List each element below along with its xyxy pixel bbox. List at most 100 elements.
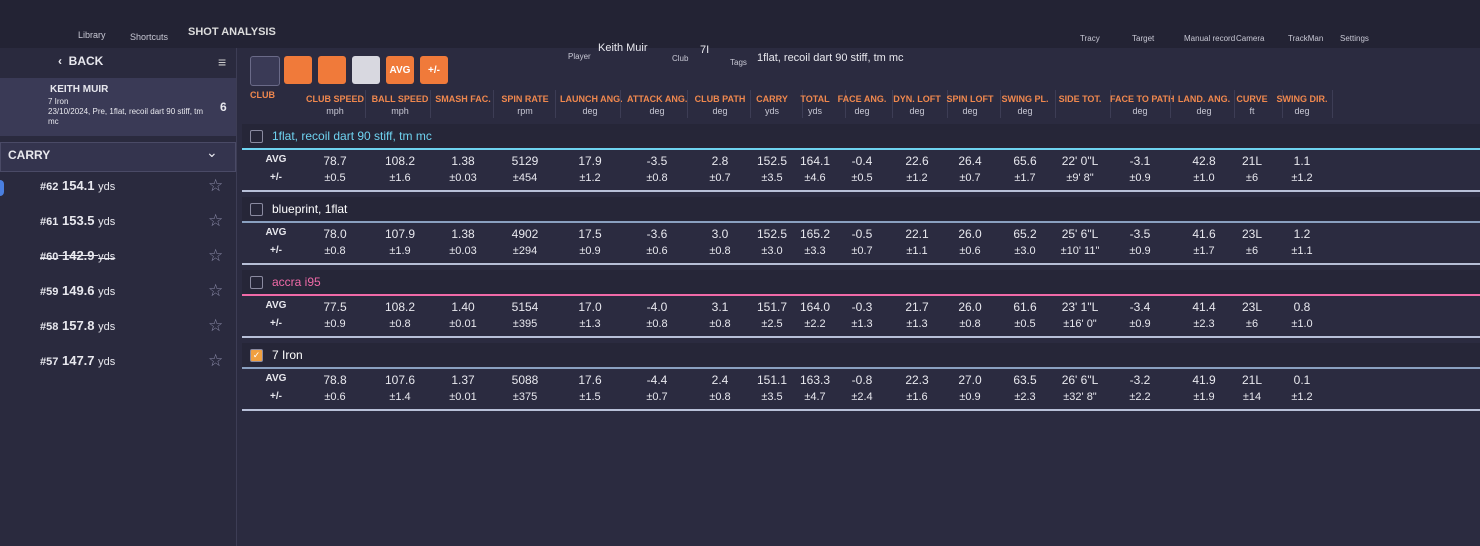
menu-icon[interactable]: ≡ (218, 54, 227, 70)
column-divider (750, 90, 751, 118)
shot-row[interactable]: #58 157.8 yds (40, 318, 115, 333)
avg-value: 78.0 (323, 227, 347, 241)
nav-right-item[interactable]: Manual record (1184, 34, 1236, 43)
spread-value: ±10' 11" (1060, 245, 1100, 257)
spread-value: ±3.3 (804, 245, 826, 257)
sort-label[interactable]: CARRY (8, 148, 51, 162)
column-header[interactable]: SWING DIR. (1276, 94, 1328, 104)
shot-row[interactable]: #59 149.6 yds (40, 283, 115, 298)
column-header[interactable]: ATTACK ANG. (627, 94, 688, 104)
shot-row[interactable]: #60 142.9 yds (40, 248, 115, 263)
avg-value: 164.0 (799, 300, 831, 314)
club-label: Club (672, 54, 689, 63)
toolbar-button[interactable] (284, 56, 312, 84)
toolbar-button[interactable]: +/- (420, 56, 448, 84)
column-header[interactable]: CURVE (1236, 94, 1268, 104)
spread-value: ±0.8 (646, 318, 668, 330)
group-name[interactable]: blueprint, 1flat (272, 202, 348, 216)
spread-value: ±0.5 (324, 172, 346, 184)
player-label: Player (568, 52, 591, 61)
column-header[interactable]: TOTAL (800, 94, 830, 104)
group-checkbox[interactable] (250, 130, 263, 143)
nav-shortcuts[interactable]: Shortcuts (130, 32, 169, 42)
nav-right-item[interactable]: Target (1132, 34, 1155, 43)
group-checkbox[interactable] (250, 203, 263, 216)
shot-row[interactable]: #62 154.1 yds (40, 178, 115, 193)
column-header[interactable]: SPIN LOFT (946, 94, 994, 104)
session-card[interactable] (0, 78, 236, 136)
column-header[interactable]: CLUB PATH (694, 94, 746, 104)
avg-value: 4902 (511, 227, 539, 241)
column-header[interactable]: SMASH FAC. (435, 94, 491, 104)
toolbar-button[interactable] (318, 56, 346, 84)
nav-right-item[interactable]: Tracy (1080, 34, 1100, 43)
avg-value: 1.38 (451, 227, 475, 241)
sort-dropdown[interactable] (0, 142, 236, 172)
spread-value: ±14 (1242, 391, 1262, 403)
spread-value: ±3.0 (1014, 245, 1036, 257)
group-name[interactable]: 1flat, recoil dart 90 stiff, tm mc (272, 129, 432, 143)
nav-right-item[interactable]: TrackMan (1288, 34, 1324, 43)
group-checkbox[interactable]: ✓ (250, 349, 263, 362)
avg-value: 22.1 (905, 227, 929, 241)
favorite-star[interactable]: ☆ (208, 211, 224, 230)
avg-value: -0.8 (851, 373, 873, 387)
spread-value: ±2.5 (761, 318, 783, 330)
toolbar-button[interactable] (352, 56, 380, 84)
avg-value: 23L (1241, 300, 1263, 314)
column-header[interactable]: BALL SPEED (371, 94, 429, 104)
shot-row[interactable]: #57 147.7 yds (40, 353, 115, 368)
avg-value: -3.6 (646, 227, 668, 241)
spread-value: ±1.1 (1291, 245, 1313, 257)
player-name[interactable]: Keith Muir (598, 42, 648, 54)
column-header[interactable]: LAUNCH ANG. (560, 94, 623, 104)
nav-right-item[interactable]: Camera (1236, 34, 1265, 43)
spread-value: ±6 (1245, 245, 1259, 257)
shot-unit: yds (98, 356, 116, 368)
toolbar-button[interactable]: AVG (386, 56, 414, 84)
group-checkbox[interactable] (250, 276, 263, 289)
spread-value: ±0.01 (449, 318, 477, 330)
column-header[interactable]: SPIN RATE (501, 94, 549, 104)
column-unit: deg (712, 106, 728, 116)
column-header[interactable]: SWING PL. (1001, 94, 1049, 104)
toolbar-button[interactable] (250, 56, 280, 86)
row-label: +/- (270, 318, 282, 329)
avg-value: 27.0 (958, 373, 982, 387)
favorite-star[interactable]: ☆ (208, 246, 224, 265)
column-unit: deg (1294, 106, 1310, 116)
group-name[interactable]: 7 Iron (272, 348, 303, 362)
spread-value: ±2.3 (1014, 391, 1036, 403)
shot-row[interactable]: #61 153.5 yds (40, 213, 115, 228)
nav-library[interactable]: Library (78, 30, 106, 40)
column-divider (1282, 90, 1283, 118)
column-header[interactable]: LAND. ANG. (1177, 94, 1231, 104)
spread-value: ±0.9 (579, 245, 601, 257)
column-header[interactable]: FACE ANG. (837, 94, 887, 104)
spread-value: ±1.7 (1193, 245, 1215, 257)
column-header[interactable]: FACE TO PATH (1110, 94, 1175, 104)
column-unit: mph (326, 106, 344, 116)
spread-value: ±0.6 (646, 245, 668, 257)
column-header[interactable]: CARRY (756, 94, 788, 104)
favorite-star[interactable]: ☆ (208, 351, 224, 370)
column-header[interactable]: DYN. LOFT (893, 94, 941, 104)
spread-value: ±0.8 (646, 172, 668, 184)
tags-value[interactable]: 1flat, recoil dart 90 stiff, tm mc (757, 52, 904, 64)
dropdown-arrow[interactable]: ⌄ (206, 144, 218, 160)
shot-id: #59 (40, 286, 59, 298)
favorite-star[interactable]: ☆ (208, 176, 224, 195)
column-header[interactable]: SIDE TOT. (1058, 94, 1102, 104)
shot-carry: 153.5 (61, 213, 95, 228)
nav-right-item[interactable]: Settings (1340, 34, 1369, 43)
column-header[interactable]: CLUB (250, 90, 275, 100)
column-header[interactable]: CLUB SPEED (305, 94, 364, 104)
avg-value: 2.4 (711, 373, 729, 387)
favorite-star[interactable]: ☆ (208, 316, 224, 335)
back-label[interactable]: BACK (68, 54, 104, 68)
favorite-star[interactable]: ☆ (208, 281, 224, 300)
back-button[interactable]: ‹ BACK (58, 54, 104, 68)
column-unit: deg (649, 106, 665, 116)
group-name[interactable]: accra i95 (272, 275, 321, 289)
club-name[interactable]: 7I (700, 44, 710, 56)
